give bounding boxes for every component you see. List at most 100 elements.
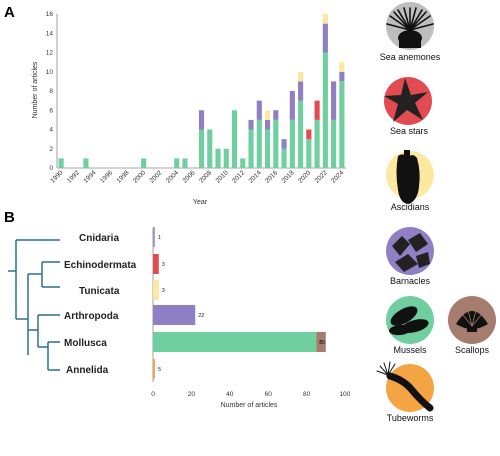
bar-2018-arthropoda — [289, 91, 295, 120]
scallop-icon — [448, 296, 496, 344]
bar-2007-arthropoda — [198, 110, 205, 130]
chart-a-ytick-label: 10 — [46, 69, 54, 76]
chart-a-xtick-label: 2006 — [181, 169, 196, 184]
ascidian-label: Ascidians — [391, 202, 430, 212]
bar-2000-mollusca — [141, 158, 147, 169]
taxon-labels: Cnidaria Echinodermata Tunicata Arthropoda M… — [64, 233, 137, 376]
sea-star-icon — [384, 77, 432, 125]
bar-2022-tunicata — [322, 14, 328, 24]
hbar-echinodermata — [153, 254, 159, 274]
chart-a-xtick-label: 2020 — [297, 169, 312, 184]
taxon-label-cnidaria: Cnidaria — [79, 233, 119, 244]
panel-b-letter: B — [4, 209, 15, 226]
chart-a-ytick-label: 8 — [49, 88, 53, 95]
chart-b-xtick-label: 0 — [151, 391, 155, 398]
bar-1993-mollusca — [83, 158, 89, 169]
hbar-value-label: 22 — [198, 313, 204, 319]
chart-b-xlabel: Number of articles — [221, 402, 278, 409]
ascidian-icon — [386, 150, 434, 204]
hbar-arthropoda — [153, 305, 196, 325]
chart-a-bars — [58, 14, 345, 169]
bar-2023-arthropoda — [331, 81, 337, 120]
bar-2011-mollusca — [231, 110, 238, 168]
sea-anemone-icon — [386, 2, 434, 50]
chart-a-xtick-label: 2012 — [231, 169, 246, 184]
bar-2018-mollusca — [289, 119, 295, 169]
hbar-scallops-label: 5 — [319, 340, 322, 346]
bar-2024-arthropoda — [339, 71, 345, 82]
sea-anemone-label: Sea anemones — [380, 52, 441, 62]
hbar-mollusca-scallops — [316, 332, 326, 352]
chart-a-xtick-label: 2014 — [248, 169, 263, 184]
taxon-label-arthropoda: Arthropoda — [64, 311, 119, 322]
bar-2016-mollusca — [273, 119, 279, 169]
bar-2015-tunicata — [265, 110, 271, 120]
chart-b-xtick-label: 60 — [265, 391, 273, 398]
chart-a-ytick-label: 2 — [49, 146, 53, 153]
hbar-value-label: 3 — [162, 262, 165, 268]
chart-a-ytick-label: 0 — [49, 165, 53, 172]
bar-2014-mollusca — [256, 119, 262, 169]
mussel-icon — [386, 296, 434, 344]
bar-2013-mollusca — [248, 129, 254, 168]
bar-2017-arthropoda — [281, 139, 287, 149]
panel-a-letter: A — [4, 4, 15, 21]
bar-2022-arthropoda — [322, 23, 328, 53]
chart-a-ylabel: Number of articles — [32, 61, 39, 118]
bar-2015-arthropoda — [265, 119, 271, 130]
bar-2004-mollusca — [174, 158, 180, 169]
bar-2016-arthropoda — [273, 110, 279, 120]
bar-2019-mollusca — [298, 100, 304, 169]
bar-2024-tunicata — [339, 62, 345, 72]
chart-a-xtick-label: 1994 — [82, 169, 97, 184]
chart-a-xtick-label: 2000 — [132, 169, 147, 184]
chart-b-xtick-label: 20 — [188, 391, 196, 398]
chart-a-xtick-label: 2010 — [215, 169, 230, 184]
bar-2022-mollusca — [322, 52, 328, 168]
chart-a-ytick-label: 12 — [46, 50, 54, 57]
tubeworm-icon — [376, 361, 434, 412]
bar-2005-mollusca — [182, 158, 188, 169]
bar-2008-mollusca — [207, 129, 213, 168]
bar-2009-mollusca — [215, 148, 221, 168]
bar-2019-arthropoda — [298, 81, 304, 101]
chart-b-x-ticks: 0 20 40 60 80 100 — [151, 391, 351, 398]
hbar-value-label: 3 — [162, 288, 165, 294]
bar-2013-arthropoda — [248, 119, 254, 130]
icon-labels: Sea anemones Sea stars Ascidians Barnacles M… — [380, 52, 490, 423]
sea-star-label: Sea stars — [390, 126, 429, 136]
chart-b-xtick-label: 100 — [340, 391, 351, 398]
taxon-label-annelida: Annelida — [66, 365, 109, 376]
bar-2021-echinodermata — [314, 100, 320, 120]
hbar-tunicata — [153, 280, 159, 300]
hbar-annelida — [153, 359, 155, 379]
scallop-label: Scallops — [455, 345, 490, 355]
bar-2017-mollusca — [281, 148, 287, 168]
chart-a-xlabel: Year — [193, 199, 208, 206]
barnacle-label: Barnacles — [390, 276, 431, 286]
chart-a-xtick-label: 2008 — [198, 169, 213, 184]
bar-2023-mollusca — [331, 119, 337, 169]
hbar-value-label: 1 — [158, 235, 161, 241]
chart-a-xtick-label: 2002 — [148, 169, 163, 184]
chart-a-ytick-label: 14 — [46, 30, 54, 37]
chart-a-xtick-label: 1996 — [99, 169, 114, 184]
bar-2012-mollusca — [240, 158, 246, 169]
chart-a-xtick-label: 2024 — [330, 169, 345, 184]
hbar-value-label: 85 — [319, 340, 325, 346]
bar-2015-mollusca — [265, 129, 271, 168]
chart-a-ytick-label: 4 — [49, 127, 53, 134]
chart-a-xtick-label: 1998 — [115, 169, 130, 184]
taxon-label-echinodermata: Echinodermata — [64, 260, 137, 271]
bar-1990-mollusca — [58, 158, 64, 169]
barnacle-icon — [386, 227, 434, 275]
bar-2021-mollusca — [314, 119, 320, 169]
hbar-cnidaria — [153, 227, 155, 247]
chart-a-xtick-label: 2018 — [281, 169, 296, 184]
chart-a-ytick-label: 16 — [46, 11, 54, 18]
chart-a: 0 2 4 6 8 10 12 14 16 1990 1992 1994 1996 1998 2000 20… — [32, 11, 346, 206]
bar-2020-mollusca — [306, 139, 312, 169]
